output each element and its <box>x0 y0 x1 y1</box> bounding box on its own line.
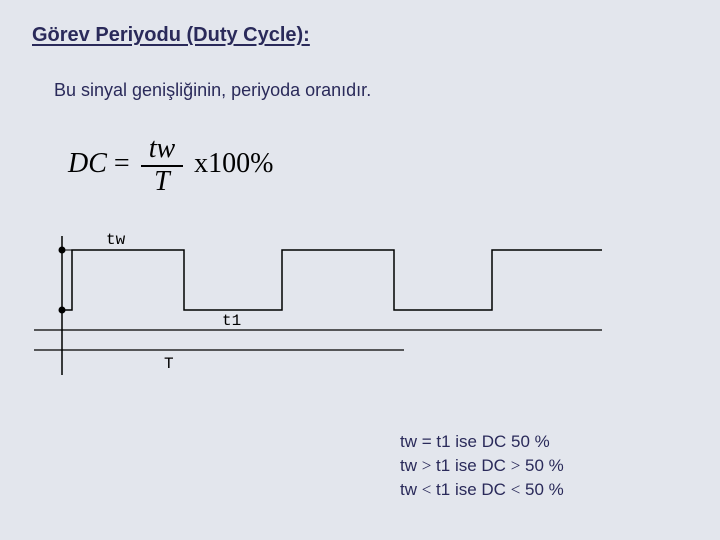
page-title: Görev Periyodu (Duty Cycle): <box>32 24 310 47</box>
formula-numerator: tw <box>141 134 183 167</box>
duty-cycle-conditions: tw = t1 ise DC 50 % tw > t1 ise DC > 50 … <box>400 430 564 501</box>
svg-text:T: T <box>164 355 174 373</box>
svg-text:tw: tw <box>106 231 126 249</box>
formula-equals: = <box>114 148 130 179</box>
formula-lhs: DC <box>68 148 107 179</box>
formula-tail: x100% <box>194 148 273 179</box>
formula-denominator: T <box>141 167 183 198</box>
condition-lt: tw < t1 ise DC < 50 % <box>400 478 564 502</box>
subtitle-text: Bu sinyal genişliğinin, periyoda oranıdı… <box>54 80 371 101</box>
duty-cycle-formula: DC = tw T x100% <box>68 134 274 198</box>
square-wave-diagram: tw t1 T <box>34 230 602 390</box>
condition-eq: tw = t1 ise DC 50 % <box>400 430 564 454</box>
svg-text:t1: t1 <box>222 312 241 330</box>
condition-gt: tw > t1 ise DC > 50 % <box>400 454 564 478</box>
formula-fraction: tw T <box>141 134 183 198</box>
